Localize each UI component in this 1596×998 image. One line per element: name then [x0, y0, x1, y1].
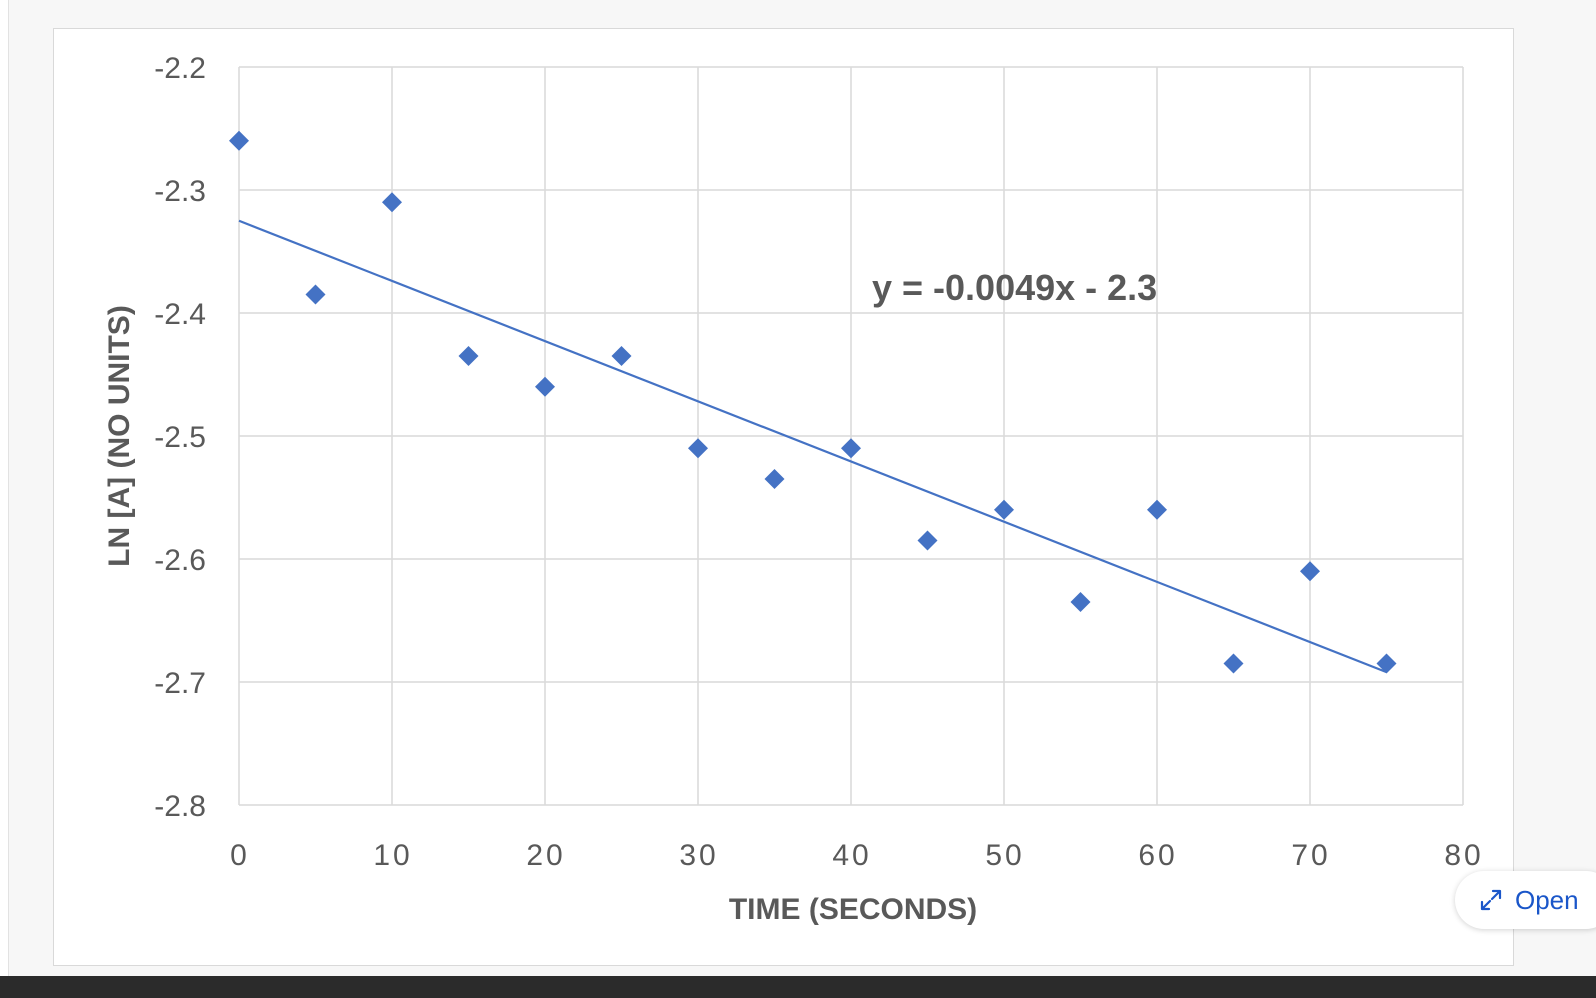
x-tick-label: 50 [985, 839, 1024, 872]
y-axis-ticks: -2.2 -2.3 -2.4 -2.5 -2.6 -2.7 -2.8 [154, 52, 206, 823]
scatter-chart: -2.2 -2.3 -2.4 -2.5 -2.6 -2.7 -2.8 0 10 20 30 40 50… [103, 52, 1483, 926]
data-point [1223, 653, 1244, 674]
data-point [688, 438, 708, 459]
data-points [229, 130, 1397, 674]
data-point [1147, 499, 1167, 520]
data-point [535, 376, 555, 397]
open-button[interactable]: Open [1455, 871, 1596, 929]
y-tick-label: -2.7 [154, 667, 206, 700]
chart-area: -2.2 -2.3 -2.4 -2.5 -2.6 -2.7 -2.8 0 10 20 30 40 50… [53, 28, 1514, 966]
data-point [611, 346, 632, 367]
y-tick-label: -2.4 [154, 298, 206, 331]
data-point [458, 346, 479, 367]
left-edge-panel [0, 0, 9, 976]
x-tick-label: 80 [1444, 839, 1483, 872]
x-tick-label: 20 [526, 839, 565, 872]
x-tick-label: 60 [1138, 839, 1177, 872]
x-tick-label: 70 [1291, 839, 1330, 872]
y-axis-title: LN [A] (NO UNITS) [103, 305, 136, 567]
x-tick-label: 40 [832, 839, 871, 872]
data-point [382, 192, 402, 213]
data-point [917, 530, 938, 551]
x-axis-title: TIME (SECONDS) [729, 893, 977, 926]
expand-icon [1480, 889, 1502, 911]
trendline-equation: y = -0.0049x - 2.3 [872, 267, 1157, 308]
y-tick-label: -2.8 [154, 790, 206, 823]
data-point [1070, 592, 1091, 613]
x-tick-label: 0 [230, 839, 250, 872]
data-point [229, 130, 249, 151]
data-point [1300, 561, 1320, 582]
data-point [1376, 653, 1397, 674]
y-tick-label: -2.6 [154, 544, 206, 577]
data-point [841, 438, 861, 459]
y-tick-label: -2.3 [154, 175, 206, 208]
open-button-label: Open [1515, 884, 1579, 915]
data-point [764, 469, 785, 490]
grid [238, 66, 1464, 806]
trendline [238, 219, 1387, 674]
y-tick-label: -2.5 [154, 421, 206, 454]
y-tick-label: -2.2 [154, 52, 206, 85]
bottom-bar [0, 976, 1596, 998]
data-point [994, 499, 1014, 520]
x-tick-label: 30 [679, 839, 718, 872]
x-tick-label: 10 [373, 839, 412, 872]
data-point [305, 284, 326, 305]
x-axis-ticks: 0 10 20 30 40 50 60 70 80 [230, 839, 1483, 872]
